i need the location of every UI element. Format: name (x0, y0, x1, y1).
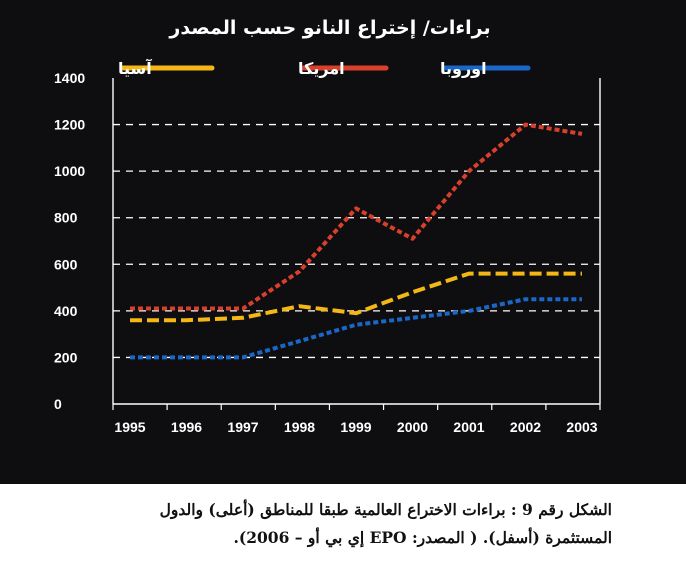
caption-line-1: الشكل رقم 9 : براءات الاختراع العالمية ط… (159, 500, 612, 519)
chart-grid (113, 123, 600, 359)
chart-axes (112, 78, 601, 410)
y-tick-label: 400 (54, 303, 78, 319)
x-tick-label: 2003 (566, 419, 597, 435)
y-tick-label: 1400 (54, 70, 85, 86)
x-tick-label: 1999 (340, 419, 371, 435)
nano-patents-line-chart: براءات/ إختراع النانو حسب المصدر اوروباا… (54, 17, 601, 435)
y-tick-label: 1200 (54, 117, 85, 133)
series-line (130, 297, 582, 360)
series-lines (129, 122, 583, 360)
x-tick-label: 1995 (114, 419, 145, 435)
x-tick-label: 2002 (510, 419, 541, 435)
x-tick-label: 2000 (397, 419, 428, 435)
series-line (130, 271, 582, 323)
y-tick-label: 0 (54, 396, 62, 412)
legend-label: اوروبا (440, 59, 487, 78)
y-tick-label: 800 (54, 210, 78, 226)
x-tick-label: 1996 (171, 419, 202, 435)
legend-label: آسيا (118, 58, 152, 78)
x-tick-label: 1998 (284, 419, 315, 435)
caption-line-2: المستثمرة (أسفل). ( المصدر: EPO إي بي أو… (233, 528, 613, 547)
x-tick-label: 1997 (227, 419, 258, 435)
x-axis-tick-labels: 1995 1996 1997 1998 1999 2000 2001 2002 2003 (114, 419, 597, 435)
x-tick-label: 2001 (453, 419, 484, 435)
chart-legend: اوروبا امريكا آسيا (118, 58, 531, 78)
chart-panel: براءات/ إختراع النانو حسب المصدر اوروبا ا… (0, 0, 686, 484)
y-tick-label: 600 (54, 256, 78, 272)
legend-label: امريكا (298, 59, 345, 78)
y-tick-label: 1000 (54, 163, 85, 179)
series-line (130, 122, 583, 311)
figure-caption: الشكل رقم 9 : براءات الاختراع العالمية ط… (0, 490, 686, 560)
y-tick-label: 200 (54, 349, 78, 365)
chart-title: براءات/ إختراع النانو حسب المصدر (168, 17, 490, 39)
y-axis-tick-labels: 0 200 400 600 800 1000 1200 1400 (54, 70, 85, 412)
